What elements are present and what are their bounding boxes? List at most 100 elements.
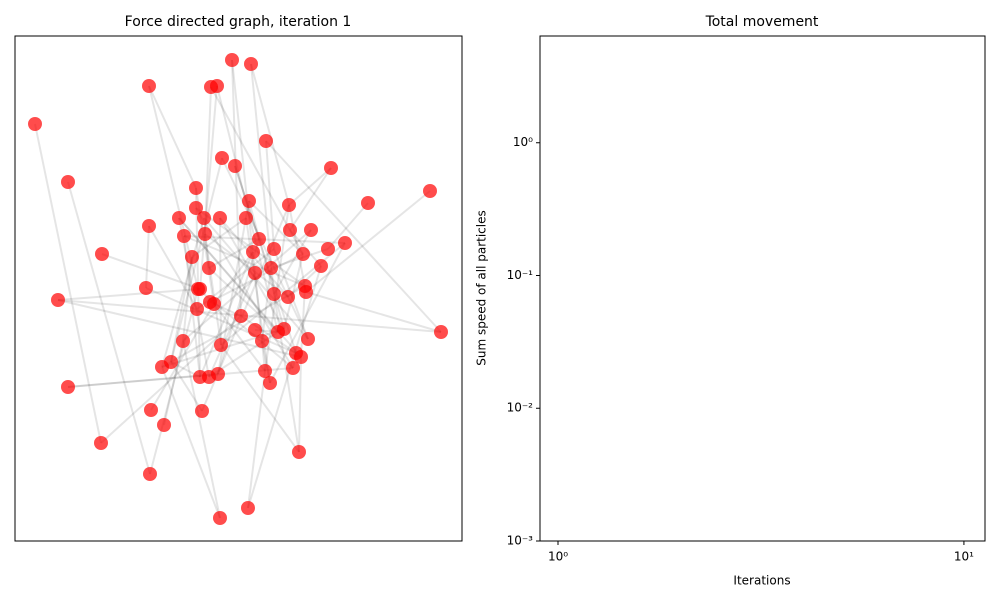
node — [321, 242, 335, 256]
node — [246, 245, 260, 259]
axes-frame — [539, 35, 986, 542]
node — [292, 445, 306, 459]
node — [207, 297, 221, 311]
edge — [265, 140, 442, 333]
edge — [204, 86, 212, 235]
node — [299, 285, 313, 299]
edge — [170, 361, 203, 412]
edge — [247, 370, 266, 509]
edge — [183, 235, 306, 287]
edge — [254, 272, 266, 372]
edge — [170, 256, 193, 363]
edge — [178, 217, 279, 333]
edge — [213, 251, 254, 305]
y-tick-label: 10⁻³ — [507, 534, 534, 548]
edge — [327, 202, 369, 250]
edge — [305, 291, 442, 333]
edge — [101, 253, 201, 290]
edge — [100, 315, 242, 444]
node — [259, 134, 273, 148]
edge — [305, 190, 431, 293]
edge — [178, 217, 210, 378]
edge — [289, 167, 332, 231]
node — [423, 184, 437, 198]
node — [214, 338, 228, 352]
edge — [240, 315, 297, 354]
edge — [273, 293, 300, 453]
node — [283, 223, 297, 237]
node — [189, 181, 203, 195]
edge — [288, 167, 332, 206]
edge — [245, 217, 271, 384]
edge — [161, 366, 221, 519]
edge — [161, 217, 205, 368]
edge — [219, 217, 222, 346]
node — [267, 287, 281, 301]
node — [252, 232, 266, 246]
edge — [204, 233, 289, 298]
edge — [204, 233, 222, 346]
node — [225, 53, 239, 67]
edge — [247, 265, 322, 509]
node — [198, 227, 212, 241]
node — [177, 229, 191, 243]
node — [195, 404, 209, 418]
node — [143, 467, 157, 481]
edge — [148, 85, 197, 189]
x-axis-label: Iterations — [733, 574, 790, 588]
node — [142, 219, 156, 233]
edge — [221, 157, 309, 340]
node — [304, 223, 318, 237]
edge — [191, 217, 247, 258]
node — [244, 57, 258, 71]
edge — [231, 59, 242, 317]
edge — [208, 238, 260, 269]
node — [185, 250, 199, 264]
edge — [57, 299, 442, 333]
y-tick-label: 10⁻¹ — [507, 268, 534, 282]
node — [176, 334, 190, 348]
edge — [67, 367, 294, 388]
edge — [34, 123, 102, 444]
node — [338, 236, 352, 250]
node — [61, 380, 75, 394]
edge — [273, 229, 312, 295]
edge — [150, 303, 215, 411]
node — [241, 501, 255, 515]
node — [277, 322, 291, 336]
node — [197, 211, 211, 225]
edge — [250, 63, 290, 206]
edge — [208, 272, 256, 378]
edge — [213, 303, 266, 372]
edge — [163, 340, 184, 426]
edge — [248, 200, 304, 255]
edge — [283, 253, 304, 330]
edge — [148, 225, 198, 310]
node — [215, 151, 229, 165]
y-tick-label: 10⁻² — [507, 401, 534, 415]
node — [211, 367, 225, 381]
edge — [67, 373, 219, 388]
node — [213, 211, 227, 225]
node — [210, 79, 224, 93]
chart-title: Total movement — [705, 14, 819, 30]
edge — [161, 285, 306, 368]
node — [228, 159, 242, 173]
node — [61, 175, 75, 189]
node — [263, 376, 277, 390]
node — [286, 361, 300, 375]
edge — [288, 204, 307, 293]
edge — [182, 340, 221, 519]
node — [267, 242, 281, 256]
node — [213, 511, 227, 525]
node — [282, 198, 296, 212]
chart-title: Force directed graph, iteration 1 — [125, 14, 352, 30]
node — [314, 259, 328, 273]
node — [142, 79, 156, 93]
node — [28, 117, 42, 131]
node — [51, 293, 65, 307]
axes-frame — [14, 35, 463, 542]
node — [189, 201, 203, 215]
y-axis-label: Sum speed of all particles — [475, 210, 489, 366]
